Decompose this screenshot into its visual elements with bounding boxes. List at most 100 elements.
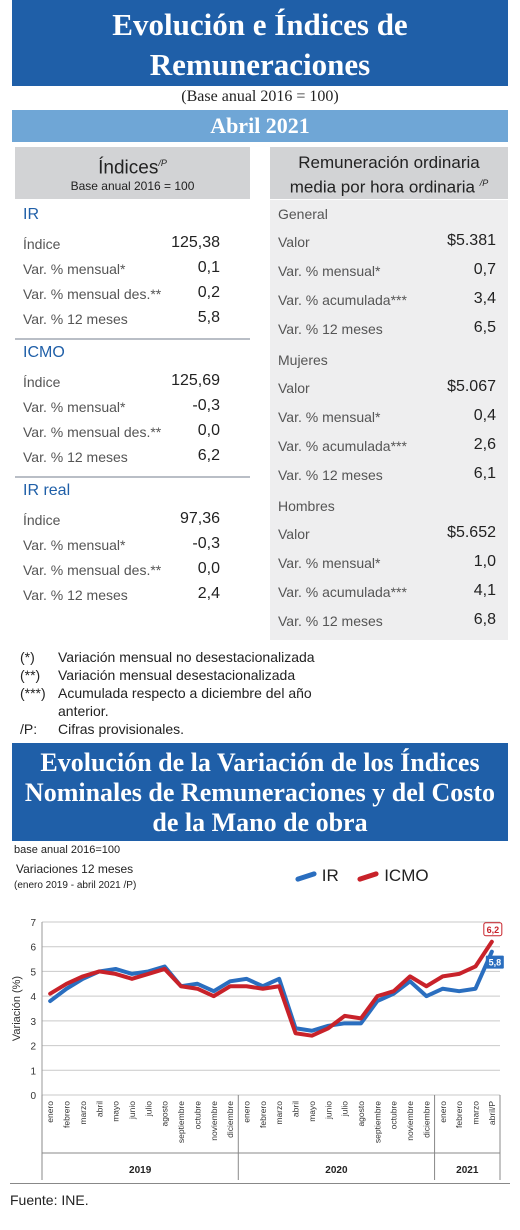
chart-info-period: (enero 2019 - abril 2021 /P) [14, 880, 137, 891]
month-banner: Abril 2021 [12, 110, 508, 142]
series-line-ir [48, 949, 494, 1033]
table-row: Var. % mensual des.** 0,0 [15, 420, 250, 444]
footnote: (*) Variación mensual no desestacionaliza… [20, 649, 315, 665]
table-row: Var. % mensual des.** 0,2 [15, 282, 250, 306]
row-label: Índice [23, 236, 61, 252]
x-tick-label: junio [323, 1101, 333, 1120]
row-label: Índice [23, 512, 61, 528]
x-tick-label: diciembre [225, 1101, 235, 1138]
row-label: Valor [278, 234, 310, 250]
table-row: Valor $5.381 [270, 230, 508, 254]
x-tick-label: octubre [389, 1101, 399, 1130]
table-row: Índice 125,38 [15, 232, 250, 256]
indices-header-title: Índices/P [98, 157, 167, 179]
section-divider [15, 476, 250, 478]
x-tick-label: septiembre [176, 1101, 186, 1143]
icmo-end-label: 6,2 [487, 925, 500, 935]
table-row: Var. % 12 meses 6,8 [270, 609, 508, 633]
table-row: Var. % acumulada*** 4,1 [270, 580, 508, 604]
y-tick-label: 5 [30, 967, 36, 978]
indices-header-sub: Base anual 2016 = 100 [70, 179, 195, 194]
series-line-icmo [48, 939, 494, 1038]
row-value: $5.067 [447, 378, 496, 395]
x-tick-label: marzo [470, 1101, 480, 1125]
row-label: Var. % acumulada*** [278, 438, 407, 454]
row-label: Var. % mensual* [23, 261, 126, 277]
table-row: Índice 97,36 [15, 508, 250, 532]
legend-icmo-label: ICMO [384, 866, 429, 885]
year-label: 2019 [129, 1165, 152, 1176]
x-tick-label: abril [291, 1101, 301, 1117]
table-row: Var. % 12 meses 5,8 [15, 307, 250, 331]
y-tick-label: 2 [30, 1042, 36, 1053]
main-title-line1: Evolución e Índices de Remuneraciones [112, 7, 408, 82]
remuneracion-panel: General Valor $5.381 Var. % mensual* 0,7 Var.… [270, 200, 508, 640]
section-title: ICMO [23, 344, 65, 361]
chart-legend: IR ICMO [294, 866, 429, 886]
x-tick-label: agosto [160, 1101, 170, 1127]
row-value: 1,0 [473, 553, 496, 570]
row-label: Índice [23, 374, 61, 390]
row-value: 0,0 [197, 560, 220, 577]
table-row: Var. % mensual* 0,4 [270, 405, 508, 429]
x-tick-label: julio [143, 1101, 153, 1117]
legend-ir-swatch [294, 870, 318, 883]
table-row: Var. % mensual* -0,3 [15, 533, 250, 557]
section-divider [15, 338, 250, 340]
row-value: 97,36 [179, 510, 220, 527]
row-label: Var. % mensual* [23, 399, 126, 415]
x-tick-label: septiembre [372, 1101, 382, 1143]
footnote: (***) Acumulada respecto a diciembre del … [20, 685, 312, 701]
x-tick-label: julio [340, 1101, 350, 1117]
divider [10, 1183, 510, 1184]
y-tick-label: 1 [30, 1066, 36, 1077]
x-tick-label: noviembre [209, 1101, 219, 1141]
chart-info-base: base anual 2016=100 [14, 844, 121, 856]
row-value: 3,4 [473, 290, 496, 307]
table-row: Var. % mensual* -0,3 [15, 395, 250, 419]
chart-title: Evolución de la Variación de los Índices… [12, 743, 508, 841]
section-title: IR [23, 206, 39, 223]
y-tick-label: 7 [30, 918, 36, 929]
ir-end-label-box [485, 955, 504, 969]
row-value: 0,1 [197, 259, 220, 276]
x-tick-label: febrero [454, 1101, 464, 1128]
footnotes: (*) Variación mensual no desestacionaliza… [20, 648, 315, 738]
row-value: 6,5 [473, 319, 496, 336]
row-label: Var. % acumulada*** [278, 292, 407, 308]
table-row: Var. % mensual* 1,0 [270, 551, 508, 575]
row-value: -0,3 [192, 535, 220, 552]
ir-end-label: 5,8 [489, 958, 502, 968]
base-label: (Base anual 2016 = 100) [181, 88, 339, 105]
x-tick-label: febrero [258, 1101, 268, 1128]
main-title: Evolución e Índices de Remuneraciones y … [12, 0, 508, 122]
row-label: Var. % 12 meses [23, 311, 128, 327]
row-value: 2,4 [197, 585, 220, 602]
row-label: Var. % 12 meses [278, 467, 383, 483]
row-value: 4,1 [473, 582, 496, 599]
x-tick-label: diciembre [421, 1101, 431, 1138]
row-value: 125,69 [171, 372, 220, 389]
table-row: Valor $5.067 [270, 376, 508, 400]
row-value: 6,1 [473, 465, 496, 482]
table-row: Var. % acumulada*** 2,6 [270, 434, 508, 458]
x-tick-label: octubre [192, 1101, 202, 1130]
table-row: Var. % 12 meses 2,4 [15, 583, 250, 607]
table-row: Var. % mensual* 0,7 [270, 259, 508, 283]
x-tick-label: agosto [356, 1101, 366, 1127]
row-label: Var. % mensual* [23, 537, 126, 553]
row-value: 0,0 [197, 422, 220, 439]
x-tick-label: mayo [111, 1101, 121, 1122]
icmo-end-label-box [483, 922, 503, 937]
chart-info-variation: Variaciones 12 meses [16, 862, 134, 876]
row-label: Var. % mensual des.** [23, 424, 162, 440]
legend-icmo-swatch [357, 870, 380, 883]
x-tick-label: enero [45, 1101, 55, 1123]
row-label: Var. % 12 meses [23, 587, 128, 603]
row-label: Var. % mensual* [278, 409, 381, 425]
remuneracion-header-line2: media por hora ordinaria /P [289, 177, 489, 197]
x-tick-label: noviembre [405, 1101, 415, 1141]
year-label: 2020 [325, 1165, 348, 1176]
table-row: Var. % 12 meses 6,5 [270, 317, 508, 341]
row-value: 5,8 [197, 309, 220, 326]
